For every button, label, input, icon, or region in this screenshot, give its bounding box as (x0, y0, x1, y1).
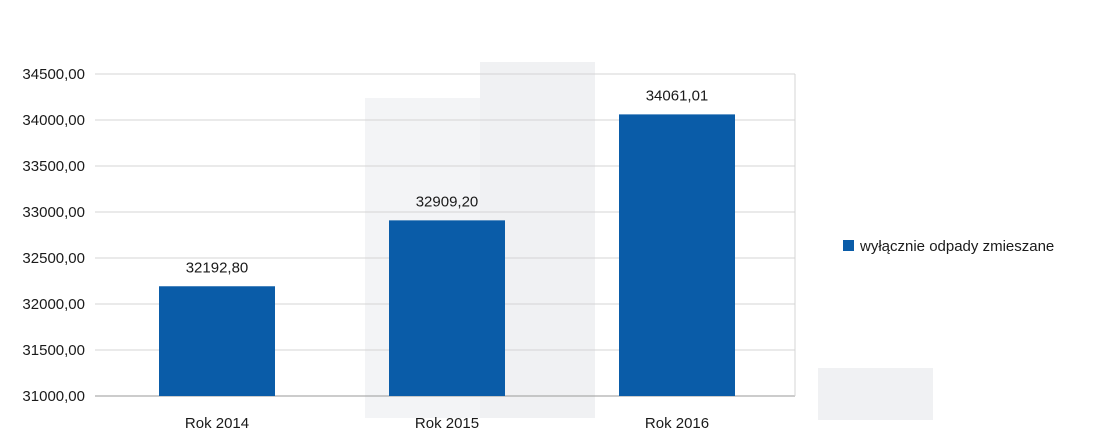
y-tick-label: 32000,00 (22, 296, 85, 313)
y-axis-tick-labels: 31000,00 31500,00 32000,00 32500,00 33000,00… (22, 66, 85, 405)
bars (159, 114, 735, 396)
bar (159, 286, 275, 396)
legend-label: wyłącznie odpady zmieszane (859, 238, 1054, 255)
legend-swatch (843, 240, 854, 251)
bar (389, 220, 505, 396)
y-tick-label: 34000,00 (22, 112, 85, 129)
y-tick-label: 32500,00 (22, 250, 85, 267)
data-label: 32909,20 (416, 193, 479, 210)
x-category-label: Rok 2014 (185, 415, 249, 432)
data-label: 32192,80 (186, 259, 249, 276)
bar (619, 114, 735, 396)
y-tick-label: 33500,00 (22, 158, 85, 175)
data-label: 34061,01 (646, 87, 709, 104)
y-tick-label: 31000,00 (22, 388, 85, 405)
legend: wyłącznie odpady zmieszane (843, 238, 1054, 255)
y-tick-label: 34500,00 (22, 66, 85, 83)
data-labels: 32192,80 32909,20 34061,01 (186, 87, 709, 276)
x-category-label: Rok 2015 (415, 415, 479, 432)
y-tick-label: 31500,00 (22, 342, 85, 359)
y-tick-label: 33000,00 (22, 204, 85, 221)
x-category-label: Rok 2016 (645, 415, 709, 432)
x-axis-category-labels: Rok 2014 Rok 2015 Rok 2016 (185, 415, 709, 432)
